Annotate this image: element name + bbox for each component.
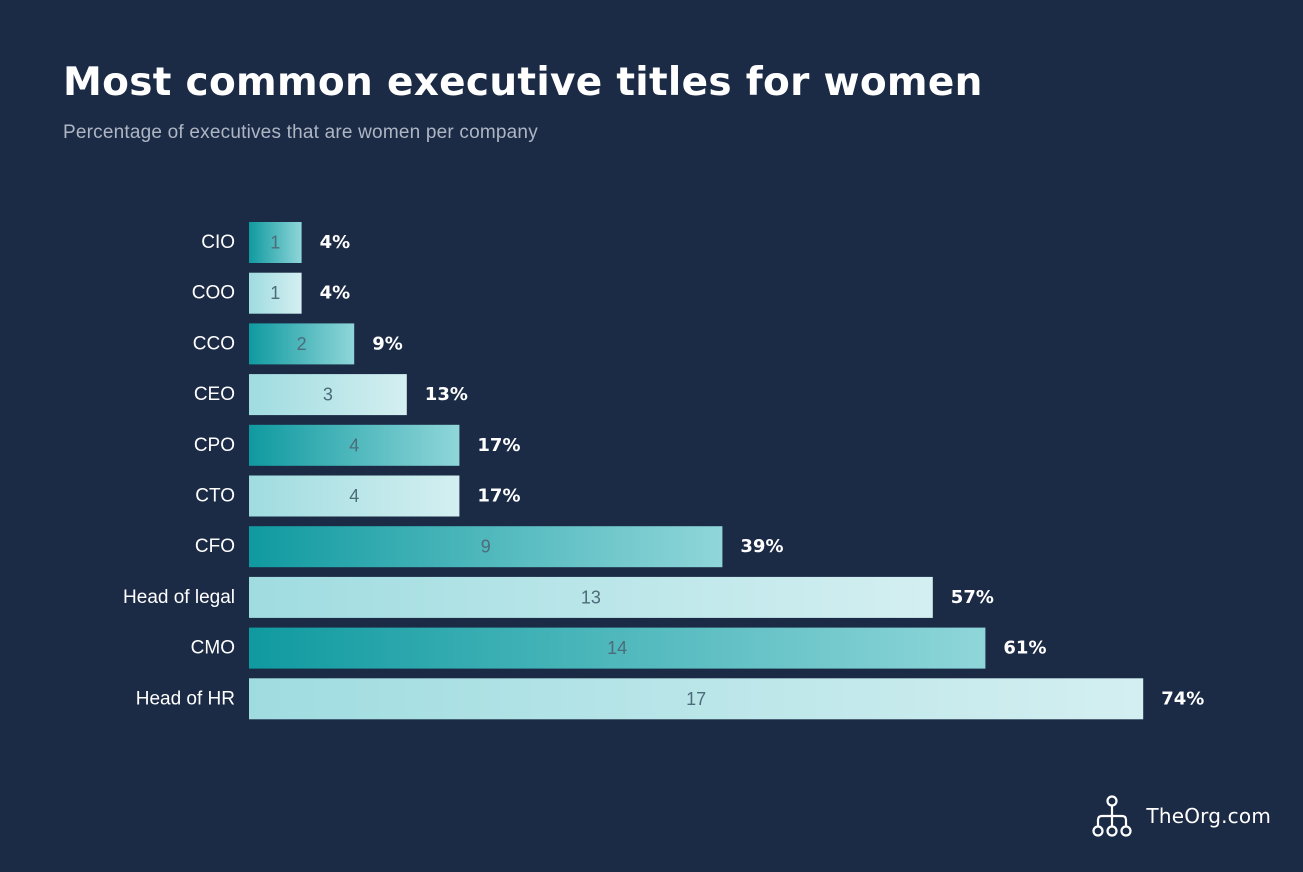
bar-head-of-hr bbox=[249, 678, 1144, 720]
bar-count-label-head-of-hr: 17 bbox=[686, 689, 706, 709]
bar-count-label-cpo: 4 bbox=[349, 435, 359, 455]
bar-head-of-legal bbox=[249, 576, 933, 618]
chart-subtitle: Percentage of executives that are women … bbox=[63, 122, 538, 143]
bar-cmo bbox=[249, 627, 986, 669]
percentage-label-head-of-legal: 57% bbox=[951, 587, 994, 608]
bar-count-label-cfo: 9 bbox=[481, 537, 491, 557]
category-label-cco: CCO bbox=[193, 333, 235, 354]
bar-cio bbox=[249, 222, 302, 263]
bar-cpo bbox=[249, 424, 460, 466]
bar-count-label-head-of-legal: 13 bbox=[581, 587, 601, 607]
category-label-head-of-legal: Head of legal bbox=[123, 587, 235, 608]
percentage-label-ceo: 13% bbox=[425, 384, 468, 405]
brand-logo: TheOrg.com bbox=[1090, 794, 1271, 838]
category-label-coo: COO bbox=[192, 283, 235, 304]
category-label-cfo: CFO bbox=[195, 536, 235, 557]
percentage-label-cco: 9% bbox=[372, 333, 403, 354]
bar-count-label-cio: 1 bbox=[270, 233, 280, 253]
category-label-cpo: CPO bbox=[194, 435, 235, 456]
chart-title: Most common executive titles for women bbox=[63, 60, 983, 105]
bar-cfo bbox=[249, 526, 723, 568]
category-label-cio: CIO bbox=[201, 232, 235, 253]
category-label-head-of-hr: Head of HR bbox=[136, 688, 235, 709]
bar-ceo bbox=[249, 374, 407, 416]
org-chart-icon bbox=[1092, 795, 1133, 837]
bar-coo bbox=[249, 272, 302, 314]
category-label-ceo: CEO bbox=[194, 384, 235, 405]
percentage-label-coo: 4% bbox=[320, 283, 351, 304]
bar-count-label-cto: 4 bbox=[349, 486, 359, 506]
bar-count-label-cmo: 14 bbox=[607, 638, 627, 658]
percentage-label-cio: 4% bbox=[320, 232, 351, 253]
bar-cco bbox=[249, 323, 355, 365]
brand-name: TheOrg.com bbox=[1146, 804, 1271, 828]
bars-group: CIO 1 4% COO 1 4% CCO 2 9% CEO 3 13% CPO 4 17% CTO 4 17% C… bbox=[123, 222, 1204, 720]
category-label-cmo: CMO bbox=[191, 638, 235, 659]
percentage-label-cpo: 17% bbox=[477, 435, 520, 456]
category-label-cto: CTO bbox=[195, 486, 235, 507]
bar-count-label-coo: 1 bbox=[270, 283, 280, 303]
percentage-label-cfo: 39% bbox=[740, 536, 783, 557]
percentage-label-cto: 17% bbox=[477, 486, 520, 507]
percentage-label-head-of-hr: 74% bbox=[1161, 688, 1204, 709]
percentage-label-cmo: 61% bbox=[1003, 638, 1046, 659]
bar-cto bbox=[249, 475, 460, 517]
bar-count-label-ceo: 3 bbox=[323, 385, 333, 405]
bar-count-label-cco: 2 bbox=[297, 334, 307, 354]
